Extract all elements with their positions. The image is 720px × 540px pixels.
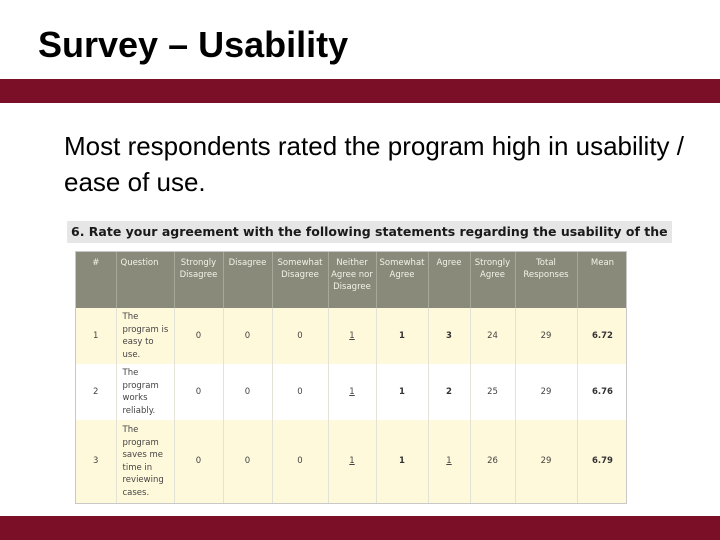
cell-somewhat-disagree: 0 — [272, 308, 329, 364]
cell-strongly-disagree: 0 — [174, 420, 224, 503]
table-row: 3 The program saves me time in reviewing… — [76, 420, 626, 503]
col-header-agree: Agree — [428, 252, 471, 308]
cell-mean: 6.72 — [577, 308, 626, 364]
cell-strongly-disagree: 0 — [174, 364, 224, 420]
cell-neither: 1 — [328, 364, 377, 420]
col-header-question: Question — [116, 252, 175, 308]
cell-strongly-agree: 25 — [470, 364, 516, 420]
cell-strongly-agree: 24 — [470, 308, 516, 364]
cell-strongly-agree: 26 — [470, 420, 516, 503]
row-number: 1 — [76, 308, 117, 364]
col-header-number: # — [76, 252, 117, 308]
col-header-strongly-agree: Strongly Agree — [470, 252, 516, 308]
cell-total-responses: 29 — [515, 308, 578, 364]
cell-agree: 3 — [428, 308, 471, 364]
cell-disagree: 0 — [223, 420, 273, 503]
cell-mean: 6.79 — [577, 420, 626, 503]
cell-total-responses: 29 — [515, 420, 578, 503]
survey-results-table: # Question Strongly Disagree Disagree So… — [75, 251, 627, 504]
cell-neither: 1 — [328, 420, 377, 503]
cell-neither: 1 — [328, 308, 377, 364]
cell-somewhat-agree: 1 — [376, 308, 429, 364]
col-header-mean: Mean — [577, 252, 626, 308]
bottom-accent-band — [0, 516, 720, 540]
col-header-disagree: Disagree — [223, 252, 273, 308]
question-text: The program is easy to use. — [116, 308, 175, 364]
cell-somewhat-agree: 1 — [376, 364, 429, 420]
row-number: 3 — [76, 420, 117, 503]
col-header-total-responses: Total Responses — [515, 252, 578, 308]
col-header-somewhat-disagree: Somewhat Disagree — [272, 252, 329, 308]
cell-disagree: 0 — [223, 308, 273, 364]
cell-agree: 2 — [428, 364, 471, 420]
slide-body-text: Most respondents rated the program high … — [64, 131, 685, 197]
cell-total-responses: 29 — [515, 364, 578, 420]
top-accent-band — [0, 79, 720, 103]
cell-somewhat-disagree: 0 — [272, 420, 329, 503]
table-row: 2 The program works reliably. 0 0 0 1 1 … — [76, 364, 626, 420]
slide-title: Survey – Usability — [38, 24, 349, 65]
question-text: The program works reliably. — [116, 364, 175, 420]
col-header-strongly-disagree: Strongly Disagree — [174, 252, 224, 308]
row-number: 2 — [76, 364, 117, 420]
cell-strongly-disagree: 0 — [174, 308, 224, 364]
question-text: The program saves me time in reviewing c… — [116, 420, 175, 503]
cell-somewhat-disagree: 0 — [272, 364, 329, 420]
cell-disagree: 0 — [223, 364, 273, 420]
table-row: 1 The program is easy to use. 0 0 0 1 1 … — [76, 308, 626, 364]
col-header-somewhat-agree: Somewhat Agree — [376, 252, 429, 308]
cell-mean: 6.76 — [577, 364, 626, 420]
cell-agree: 1 — [428, 420, 471, 503]
survey-question-heading: 6. Rate your agreement with the followin… — [67, 221, 672, 243]
table-header-row: # Question Strongly Disagree Disagree So… — [76, 252, 626, 308]
cell-somewhat-agree: 1 — [376, 420, 429, 503]
col-header-neither: Neither Agree nor Disagree — [328, 252, 377, 308]
